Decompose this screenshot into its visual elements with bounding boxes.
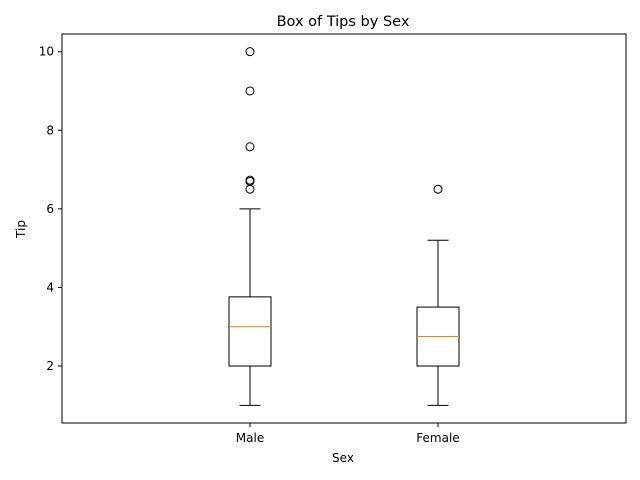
outlier-male [245, 142, 255, 152]
y-tick-label: 2 [46, 359, 54, 373]
outlier-male [245, 86, 255, 96]
outlier-male [245, 47, 255, 57]
y-tick-label: 10 [39, 45, 54, 59]
x-tick-label-female: Female [416, 431, 459, 445]
x-tick-label-male: Male [236, 431, 264, 445]
chart-title: Box of Tips by Sex [277, 14, 410, 30]
outlier-female [433, 184, 443, 194]
x-axis-label: Sex [332, 451, 354, 465]
y-tick-label: 6 [46, 202, 54, 216]
plot-area: 2 4 6 8 10 Male Female [39, 33, 627, 445]
outlier-male [245, 175, 255, 185]
y-tick-label: 4 [46, 280, 54, 294]
box-male [228, 296, 272, 367]
outlier-male [245, 184, 255, 194]
axes-frame [61, 33, 627, 424]
y-tick-label: 8 [46, 123, 54, 137]
y-axis-label: Tip [14, 220, 28, 239]
